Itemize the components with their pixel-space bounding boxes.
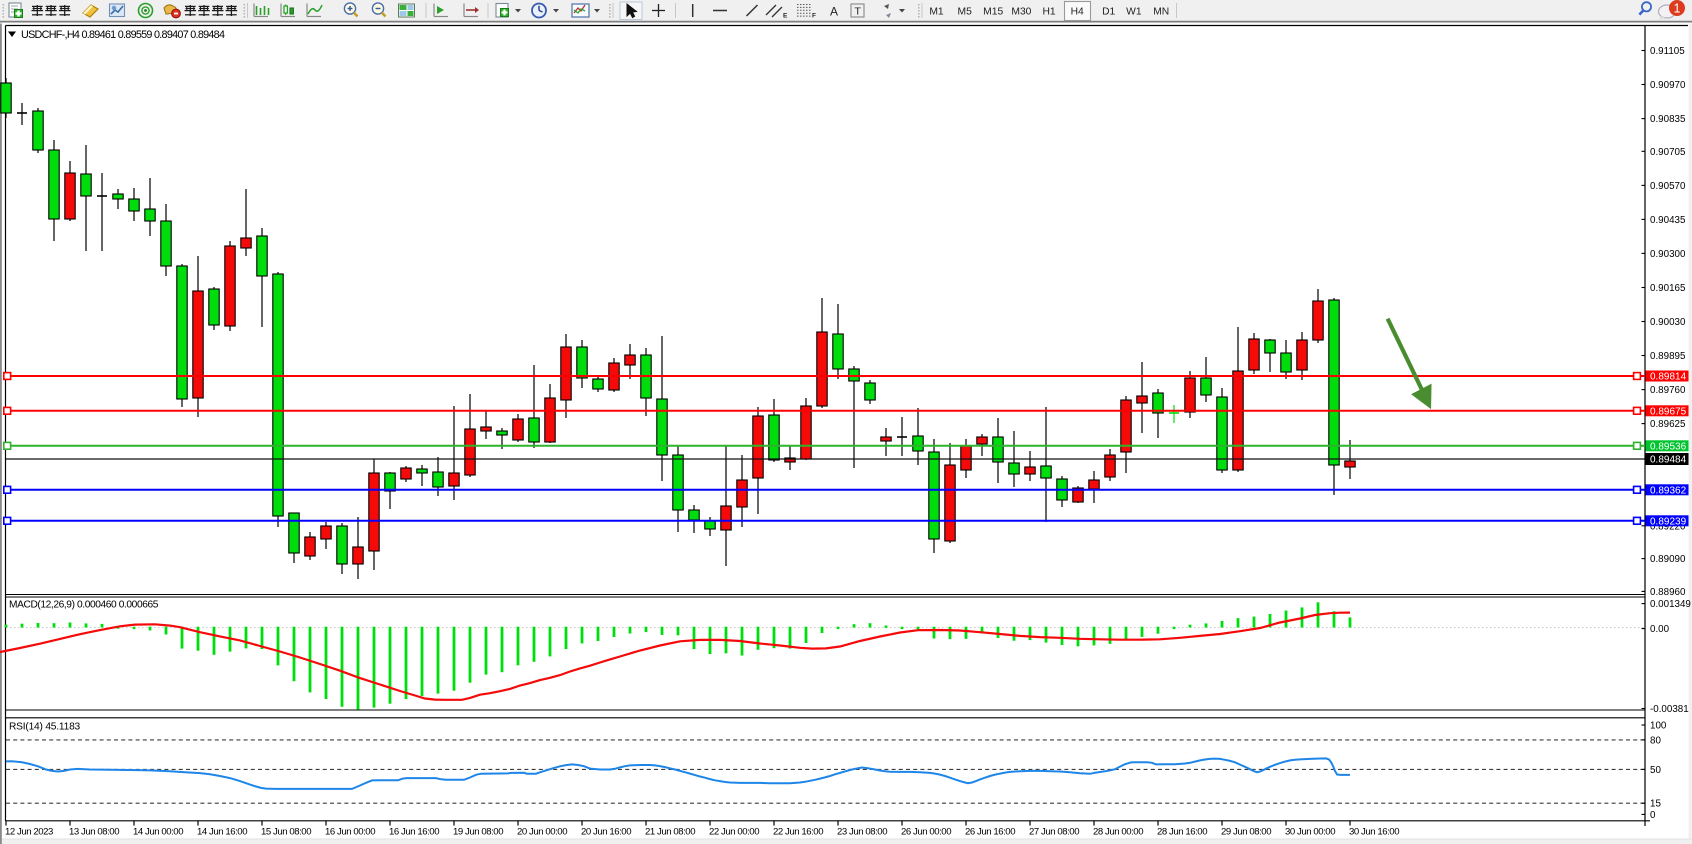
- svg-text:14 Jun 16:00: 14 Jun 16:00: [197, 827, 247, 838]
- svg-text:0.90835: 0.90835: [1650, 114, 1686, 125]
- svg-text:22 Jun 16:00: 22 Jun 16:00: [773, 827, 823, 838]
- svg-text:E: E: [783, 13, 788, 20]
- svg-text:100: 100: [1650, 721, 1667, 732]
- svg-text:19 Jun 08:00: 19 Jun 08:00: [453, 827, 503, 838]
- svg-text:21 Jun 08:00: 21 Jun 08:00: [645, 827, 695, 838]
- svg-text:0.90435: 0.90435: [1650, 215, 1686, 226]
- svg-text:0.90165: 0.90165: [1650, 283, 1686, 294]
- svg-text:30 Jun 16:00: 30 Jun 16:00: [1349, 827, 1399, 838]
- svg-text:F: F: [812, 13, 816, 20]
- svg-text:0.89625: 0.89625: [1650, 419, 1686, 430]
- svg-text:0.89484: 0.89484: [1650, 455, 1687, 466]
- svg-text:0.89814: 0.89814: [1650, 372, 1687, 383]
- svg-text:30 Jun 00:00: 30 Jun 00:00: [1285, 827, 1335, 838]
- svg-text:27 Jun 08:00: 27 Jun 08:00: [1029, 827, 1079, 838]
- svg-text:50: 50: [1650, 765, 1661, 776]
- svg-text:0.90570: 0.90570: [1650, 181, 1686, 192]
- svg-text:22 Jun 00:00: 22 Jun 00:00: [709, 827, 759, 838]
- svg-text:A: A: [830, 5, 838, 19]
- svg-text:M5: M5: [958, 7, 973, 18]
- svg-text:0.89536: 0.89536: [1650, 441, 1687, 452]
- svg-text:1: 1: [1674, 1, 1681, 15]
- svg-text:0.91105: 0.91105: [1650, 46, 1685, 57]
- svg-text:0.90705: 0.90705: [1650, 147, 1686, 158]
- svg-text:H1: H1: [1043, 7, 1056, 18]
- svg-text:-0.00381: -0.00381: [1650, 704, 1689, 715]
- svg-text:23 Jun 08:00: 23 Jun 08:00: [837, 827, 887, 838]
- svg-text:MACD(12,26,9) 0.000460 0.00066: MACD(12,26,9) 0.000460 0.000665: [9, 600, 159, 611]
- svg-text:M1: M1: [929, 7, 944, 18]
- svg-text:13 Jun 08:00: 13 Jun 08:00: [69, 827, 119, 838]
- svg-text:0.00: 0.00: [1650, 624, 1670, 635]
- svg-text:0.89362: 0.89362: [1650, 485, 1687, 496]
- svg-text:0.89675: 0.89675: [1650, 406, 1687, 417]
- svg-text:0.89220: 0.89220: [1650, 521, 1686, 532]
- svg-text:28 Jun 16:00: 28 Jun 16:00: [1157, 827, 1207, 838]
- svg-text:29 Jun 08:00: 29 Jun 08:00: [1221, 827, 1271, 838]
- svg-text:USDCHF-,H4 0.89461 0.89559 0.: USDCHF-,H4 0.89461 0.89559 0.89407 0.894…: [21, 29, 225, 41]
- svg-text:16 Jun 00:00: 16 Jun 00:00: [325, 827, 375, 838]
- svg-text:0.90300: 0.90300: [1650, 249, 1686, 260]
- svg-text:0.90970: 0.90970: [1650, 80, 1686, 91]
- svg-text:W1: W1: [1126, 7, 1142, 18]
- svg-text:M30: M30: [1011, 7, 1031, 18]
- svg-text:0.89895: 0.89895: [1650, 351, 1686, 362]
- svg-text:26 Jun 00:00: 26 Jun 00:00: [901, 827, 951, 838]
- svg-text:15: 15: [1650, 799, 1661, 810]
- svg-text:80: 80: [1650, 735, 1661, 746]
- svg-text:20 Jun 00:00: 20 Jun 00:00: [517, 827, 567, 838]
- svg-text:RSI(14) 45.1183: RSI(14) 45.1183: [9, 722, 81, 733]
- svg-text:H4: H4: [1071, 7, 1084, 18]
- svg-text:16 Jun 16:00: 16 Jun 16:00: [389, 827, 439, 838]
- svg-text:0.001349: 0.001349: [1650, 599, 1691, 610]
- svg-text:T: T: [855, 6, 862, 18]
- svg-text:0.88960: 0.88960: [1650, 587, 1686, 598]
- svg-text:MN: MN: [1153, 7, 1169, 18]
- svg-text:M15: M15: [983, 7, 1003, 18]
- svg-text:28 Jun 00:00: 28 Jun 00:00: [1093, 827, 1143, 838]
- svg-text:0.89090: 0.89090: [1650, 554, 1686, 565]
- svg-text:0.89239: 0.89239: [1650, 516, 1687, 527]
- svg-text:0.90030: 0.90030: [1650, 317, 1686, 328]
- svg-text:D1: D1: [1102, 7, 1115, 18]
- svg-text:26 Jun 16:00: 26 Jun 16:00: [965, 827, 1015, 838]
- svg-text:0: 0: [1650, 810, 1656, 821]
- svg-text:15 Jun 08:00: 15 Jun 08:00: [261, 827, 311, 838]
- svg-text:12 Jun 2023: 12 Jun 2023: [5, 827, 53, 838]
- svg-text:20 Jun 16:00: 20 Jun 16:00: [581, 827, 631, 838]
- svg-text:14 Jun 00:00: 14 Jun 00:00: [133, 827, 183, 838]
- svg-text:0.89760: 0.89760: [1650, 385, 1686, 396]
